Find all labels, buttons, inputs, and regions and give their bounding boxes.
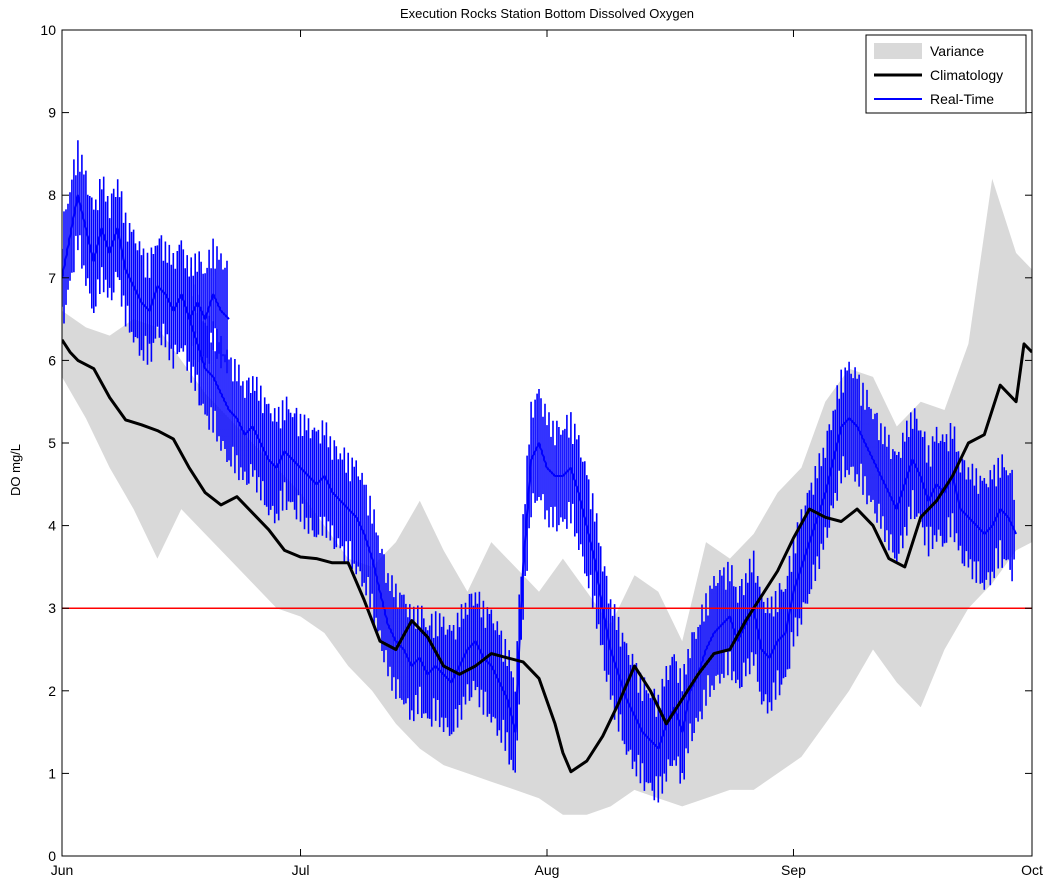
x-tick-label: Jul (292, 862, 310, 878)
x-tick-label: Jun (51, 862, 74, 878)
x-tick-label: Sep (781, 862, 806, 878)
y-tick-label: 7 (48, 270, 56, 286)
x-tick-label: Oct (1021, 862, 1043, 878)
realtime-oscillation-1 (188, 267, 1015, 803)
legend-label: Climatology (930, 67, 1003, 83)
y-tick-label: 4 (48, 518, 56, 534)
climatology-line (62, 338, 1032, 774)
y-tick-label: 2 (48, 683, 56, 699)
legend-label: Real-Time (930, 91, 994, 107)
plot-area: 0 1 2 3 4 5 6 7 8 9 10 Jun Jul Aug Sep Oct (40, 22, 1043, 878)
legend-swatch-variance (874, 43, 922, 59)
x-tick-label: Aug (535, 862, 560, 878)
y-axis-label: DO mg/L (8, 444, 23, 496)
y-tick-label: 10 (40, 22, 56, 38)
y-tick-label: 5 (48, 435, 56, 451)
y-tick-label: 3 (48, 600, 56, 616)
legend: Variance Climatology Real-Time (865, 34, 1027, 114)
y-tick-label: 9 (48, 105, 56, 121)
y-tick-label: 0 (48, 848, 56, 864)
chart-title: Execution Rocks Station Bottom Dissolved… (400, 6, 694, 21)
plot-inner (62, 140, 1032, 815)
y-tick-label: 6 (48, 352, 56, 368)
y-tick-label: 8 (48, 187, 56, 203)
legend-label: Variance (930, 43, 984, 59)
y-tick-label: 1 (48, 765, 56, 781)
